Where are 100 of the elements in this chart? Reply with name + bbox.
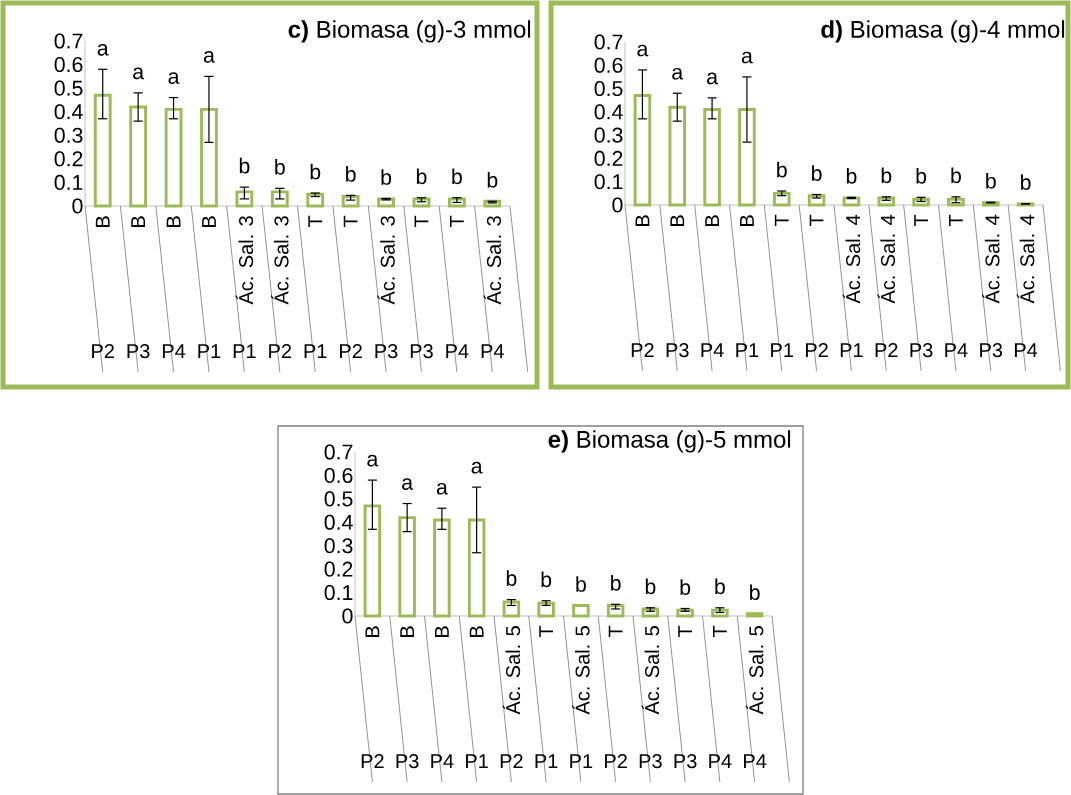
annotation: b [310, 163, 321, 180]
y-tick-label: 0 [72, 198, 83, 214]
y-tick-label: 0.5 [594, 81, 623, 97]
annotation: b [416, 168, 427, 185]
y-tick-label: 0.5 [324, 491, 353, 507]
annotation: b [381, 169, 392, 185]
y-tick-label: 0.2 [54, 151, 83, 167]
text: P2 [500, 754, 523, 768]
text: P3 [410, 344, 433, 359]
x-tick-label: Ác. Sal. 4 [1016, 214, 1035, 304]
annotation: b [611, 575, 621, 591]
annotation: a [203, 51, 215, 63]
annotation: a [367, 454, 379, 467]
text: P1 [198, 344, 221, 358]
annotation: b [680, 579, 691, 595]
annotation: b [645, 578, 656, 595]
x-tick-label: T [343, 215, 358, 228]
y-tick-label: 0.3 [54, 127, 83, 143]
text: P1 [466, 754, 488, 768]
y-tick-label: 0 [342, 608, 353, 624]
y-tick-label: 0.4 [594, 104, 623, 120]
y-tick-label: 0.1 [324, 585, 353, 601]
x-tick-label: Ác. Sal. 5 [641, 626, 660, 715]
y-tick-label: 0.4 [54, 104, 83, 120]
x-tick-label: T [809, 214, 824, 227]
x-tick-label: T [608, 625, 623, 638]
text: P3 [666, 343, 689, 358]
annotation: b [576, 576, 586, 592]
text: P4 [945, 343, 968, 357]
annotation: a [402, 478, 414, 490]
x-tick-label: B [469, 626, 484, 637]
x-tick-label: Ác. Sal. 5 [572, 626, 590, 715]
text: P1 [233, 344, 256, 358]
x-tick-label: T [414, 215, 429, 228]
x-tick-label: Ác. Sal. 5 [745, 626, 764, 715]
x-tick-label: B [635, 215, 650, 226]
annotation: b [275, 159, 285, 175]
annotation: b [487, 172, 498, 188]
text: P4 [431, 754, 454, 768]
y-tick-label: 0.4 [324, 514, 353, 530]
y-tick-label: 0.6 [324, 467, 353, 483]
x-tick-label: Ác. Sal. 4 [877, 214, 896, 304]
text: P2 [361, 754, 384, 768]
text: P4 [709, 754, 732, 768]
x-tick-label: Ác. Sal. 4 [981, 214, 1000, 304]
annotation: b [777, 161, 787, 178]
x-tick-label: Ác. Sal. 5 [502, 626, 521, 715]
text: P3 [674, 754, 697, 769]
text: P3 [910, 343, 933, 358]
annotation: a [97, 44, 109, 56]
text: P1 [570, 754, 593, 768]
text: P2 [805, 343, 828, 357]
annotation: b [541, 571, 552, 588]
annotation: a [672, 67, 684, 80]
x-tick-label: T [678, 625, 693, 638]
text: P2 [269, 344, 292, 358]
y-tick-label: 0.5 [54, 80, 83, 96]
annotation: b [1021, 174, 1031, 190]
x-tick-label: B [400, 626, 415, 637]
x-tick-label: B [365, 626, 380, 637]
x-tick-label: Ác. Sal. 3 [271, 216, 289, 305]
y-tick-label: 0.7 [54, 33, 83, 49]
text: P1 [771, 343, 794, 357]
annotation: b [506, 570, 517, 586]
annotation: b [846, 168, 857, 184]
text: P3 [980, 343, 1003, 358]
y-tick-label: 0.6 [594, 57, 623, 73]
text: P2 [92, 344, 114, 358]
chart-title: c) Biomasa (g)-3 mmol [288, 20, 531, 43]
x-tick-label: Ác. Sal. 3 [235, 216, 254, 305]
annotation: b [346, 166, 356, 182]
annotation: a [436, 482, 448, 495]
annotation: b [715, 578, 725, 595]
annotation: a [741, 51, 753, 64]
text: P1 [535, 754, 558, 768]
x-tick-label: T [949, 214, 963, 227]
annotation: a [707, 72, 719, 85]
x-tick-label: B [435, 626, 449, 637]
text: P2 [875, 343, 898, 357]
y-tick-label: 0.2 [594, 150, 623, 166]
text: P3 [396, 754, 419, 769]
text: P4 [1014, 343, 1038, 357]
annotation: b [881, 167, 892, 184]
x-tick-label: B [95, 216, 110, 227]
annotation: b [239, 157, 250, 174]
x-tick-label: T [450, 215, 464, 228]
annotation: a [168, 72, 180, 84]
x-tick-label: T [308, 215, 323, 228]
annotation: b [452, 168, 462, 185]
x-tick-label: Ác. Sal. 3 [377, 216, 395, 305]
text: P4 [744, 754, 767, 768]
text: P1 [840, 343, 863, 357]
text: P3 [127, 344, 150, 359]
annotation: b [750, 584, 760, 601]
x-tick-label: T [774, 214, 789, 227]
x-tick-label: B [131, 216, 146, 227]
text: P2 [605, 754, 627, 768]
text: P4 [446, 344, 469, 358]
text: P4 [481, 344, 504, 358]
text: P2 [340, 344, 362, 358]
